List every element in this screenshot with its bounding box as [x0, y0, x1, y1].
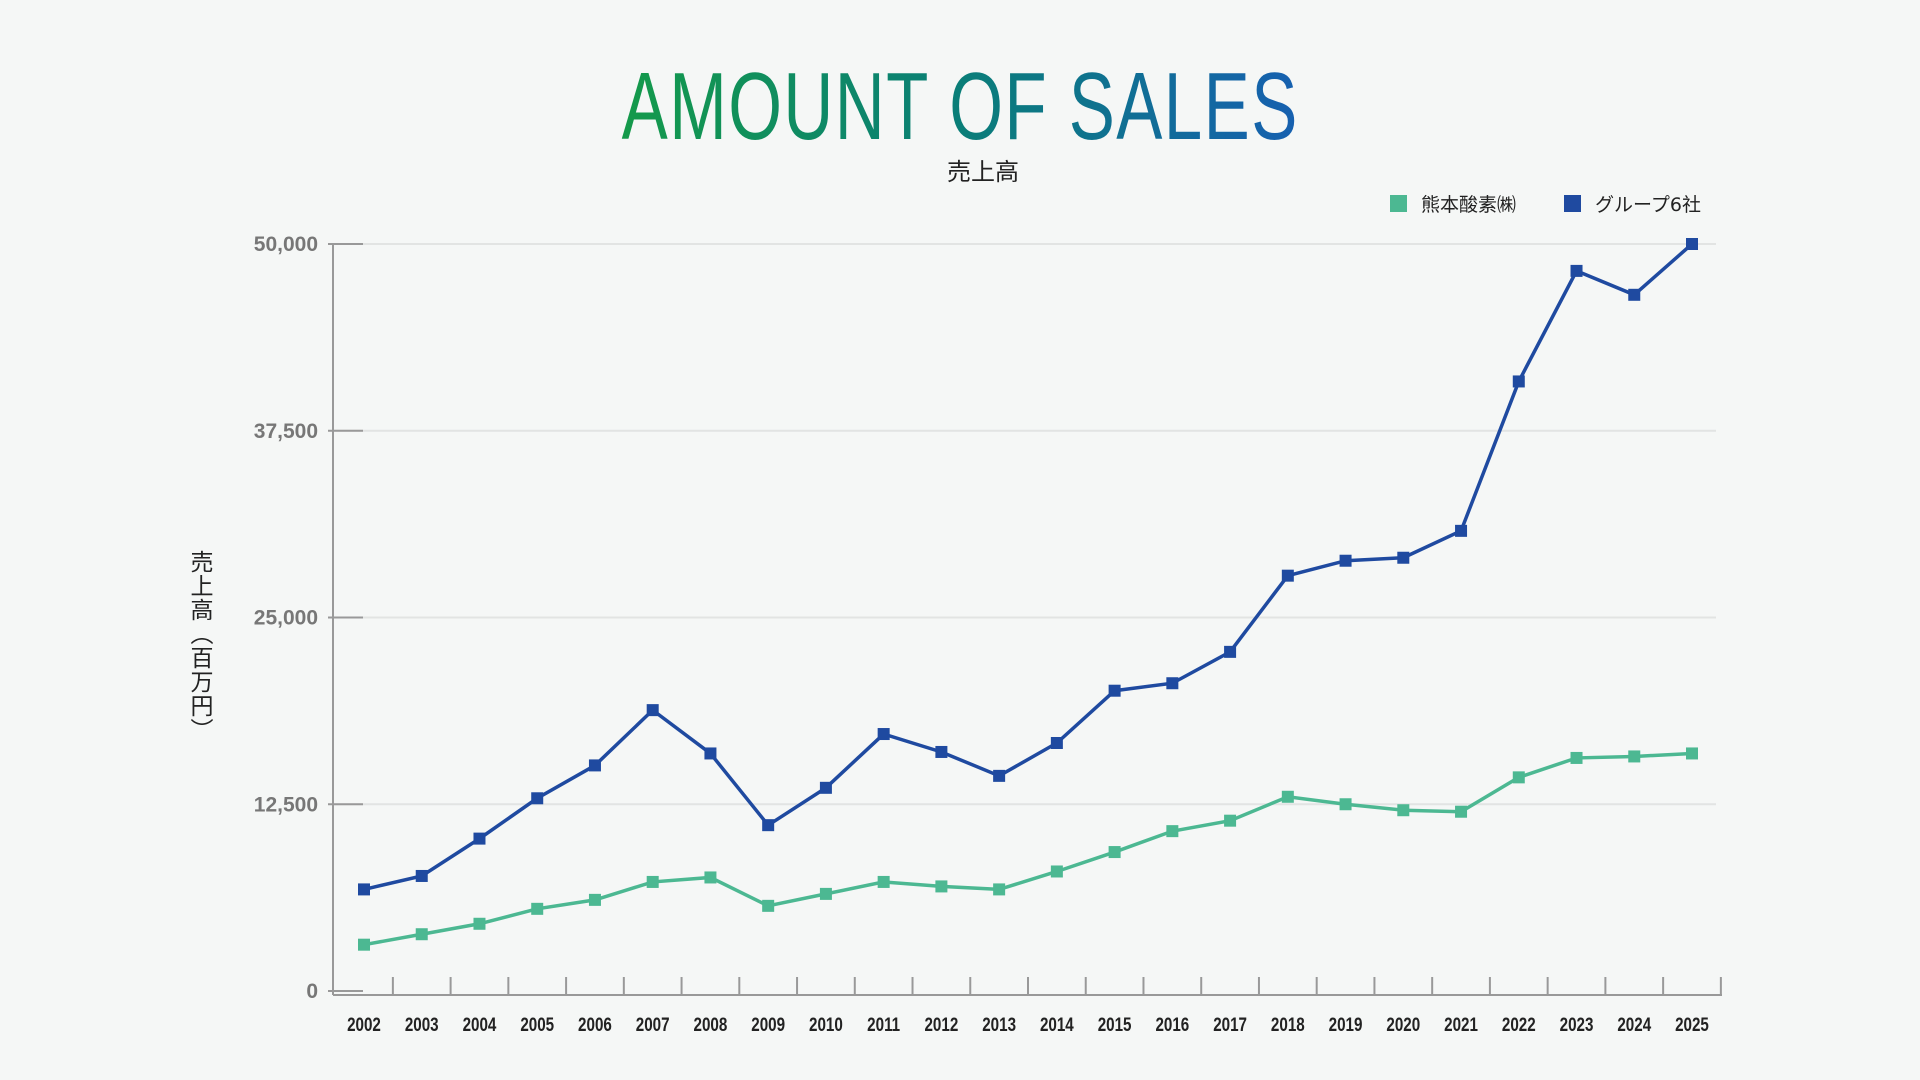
chart-title: AMOUNT OF SALES	[621, 53, 1299, 160]
legend-item-kumamoto: 熊本酸素㈱	[1390, 190, 1516, 217]
data-point	[1166, 825, 1179, 838]
series-line-0	[363, 751, 1693, 947]
data-point	[1281, 790, 1294, 803]
x-tick-label: 2010	[809, 1013, 843, 1035]
data-point	[415, 869, 428, 882]
legend: 熊本酸素㈱ グループ6社	[1390, 190, 1701, 217]
x-tick-label: 2020	[1386, 1013, 1420, 1035]
series-line-1	[363, 242, 1694, 892]
x-tick-label: 2024	[1617, 1013, 1651, 1035]
data-point	[415, 928, 428, 941]
data-point	[1512, 771, 1525, 784]
data-point	[1281, 569, 1294, 582]
data-point	[531, 792, 544, 805]
x-tick-label: 2013	[982, 1013, 1016, 1035]
data-point	[1686, 747, 1698, 760]
data-point	[819, 887, 832, 900]
x-tick-label: 2016	[1155, 1013, 1189, 1035]
data-point	[935, 745, 948, 758]
data-point	[358, 883, 370, 896]
data-point	[1339, 554, 1352, 567]
data-point	[762, 899, 775, 912]
y-tick-label: 50,000	[254, 233, 318, 256]
data-point	[935, 880, 948, 893]
data-point	[1050, 736, 1063, 749]
data-point	[588, 893, 601, 906]
data-point	[588, 759, 601, 772]
data-point	[877, 875, 890, 888]
y-tick-label: 37,500	[254, 420, 318, 443]
data-point	[1397, 804, 1410, 817]
data-point	[993, 769, 1006, 782]
x-tick-label: 2011	[867, 1013, 900, 1035]
x-tick-label: 2017	[1213, 1013, 1247, 1035]
x-tick-label: 2002	[347, 1013, 381, 1035]
x-tick-label: 2022	[1502, 1013, 1536, 1035]
x-tick-label: 2019	[1329, 1013, 1363, 1035]
x-tick-label: 2007	[636, 1013, 670, 1035]
x-tick-label: 2003	[405, 1013, 439, 1035]
data-point	[1108, 846, 1121, 859]
legend-label: グループ6社	[1595, 194, 1701, 216]
x-tick-label: 2015	[1098, 1013, 1132, 1035]
y-tick-label: 25,000	[254, 607, 318, 630]
x-tick-label: 2014	[1040, 1013, 1074, 1035]
data-point	[531, 902, 544, 915]
legend-swatch-icon	[1390, 195, 1407, 212]
data-point	[1397, 551, 1410, 564]
data-point	[1628, 288, 1641, 301]
data-point	[1166, 677, 1179, 690]
data-point	[1339, 798, 1352, 811]
x-tick-label: 2021	[1444, 1013, 1478, 1035]
x-tick-label: 2008	[694, 1013, 728, 1035]
y-tick-label: 12,500	[254, 793, 318, 816]
chart-subtitle: 売上高	[947, 158, 1019, 186]
data-point	[1628, 750, 1641, 763]
data-point	[1686, 238, 1698, 250]
data-point	[993, 883, 1006, 896]
legend-label: 熊本酸素㈱	[1421, 194, 1517, 216]
data-point	[1512, 375, 1525, 388]
data-point	[1570, 264, 1583, 277]
x-tick-label: 2018	[1271, 1013, 1305, 1035]
data-point	[646, 704, 659, 717]
legend-item-group: グループ6社	[1564, 190, 1701, 217]
y-tick-label: 0	[306, 980, 318, 1003]
data-point	[473, 832, 486, 845]
data-point	[358, 938, 370, 951]
x-tick-label: 2005	[520, 1013, 554, 1035]
data-point	[1455, 805, 1468, 818]
data-point	[1224, 814, 1237, 827]
x-tick-label: 2025	[1675, 1013, 1709, 1035]
data-point	[877, 728, 890, 741]
data-point	[1455, 524, 1468, 537]
legend-swatch-icon	[1564, 195, 1582, 212]
x-tick-label: 2006	[578, 1013, 612, 1035]
data-point	[762, 819, 775, 832]
data-point	[473, 917, 486, 930]
x-tick-label: 2012	[924, 1013, 958, 1035]
y-axis-label: 売上高（百万円）	[186, 550, 212, 742]
data-point	[1224, 645, 1237, 658]
data-point	[704, 871, 717, 884]
data-point	[1108, 684, 1121, 697]
x-tick-label: 2023	[1560, 1013, 1594, 1035]
data-point	[646, 875, 659, 888]
data-point	[819, 781, 832, 794]
data-point	[1570, 751, 1583, 764]
data-point	[704, 747, 717, 760]
x-tick-label: 2009	[751, 1013, 785, 1035]
data-point	[1050, 865, 1063, 878]
x-tick-label: 2004	[463, 1013, 497, 1035]
